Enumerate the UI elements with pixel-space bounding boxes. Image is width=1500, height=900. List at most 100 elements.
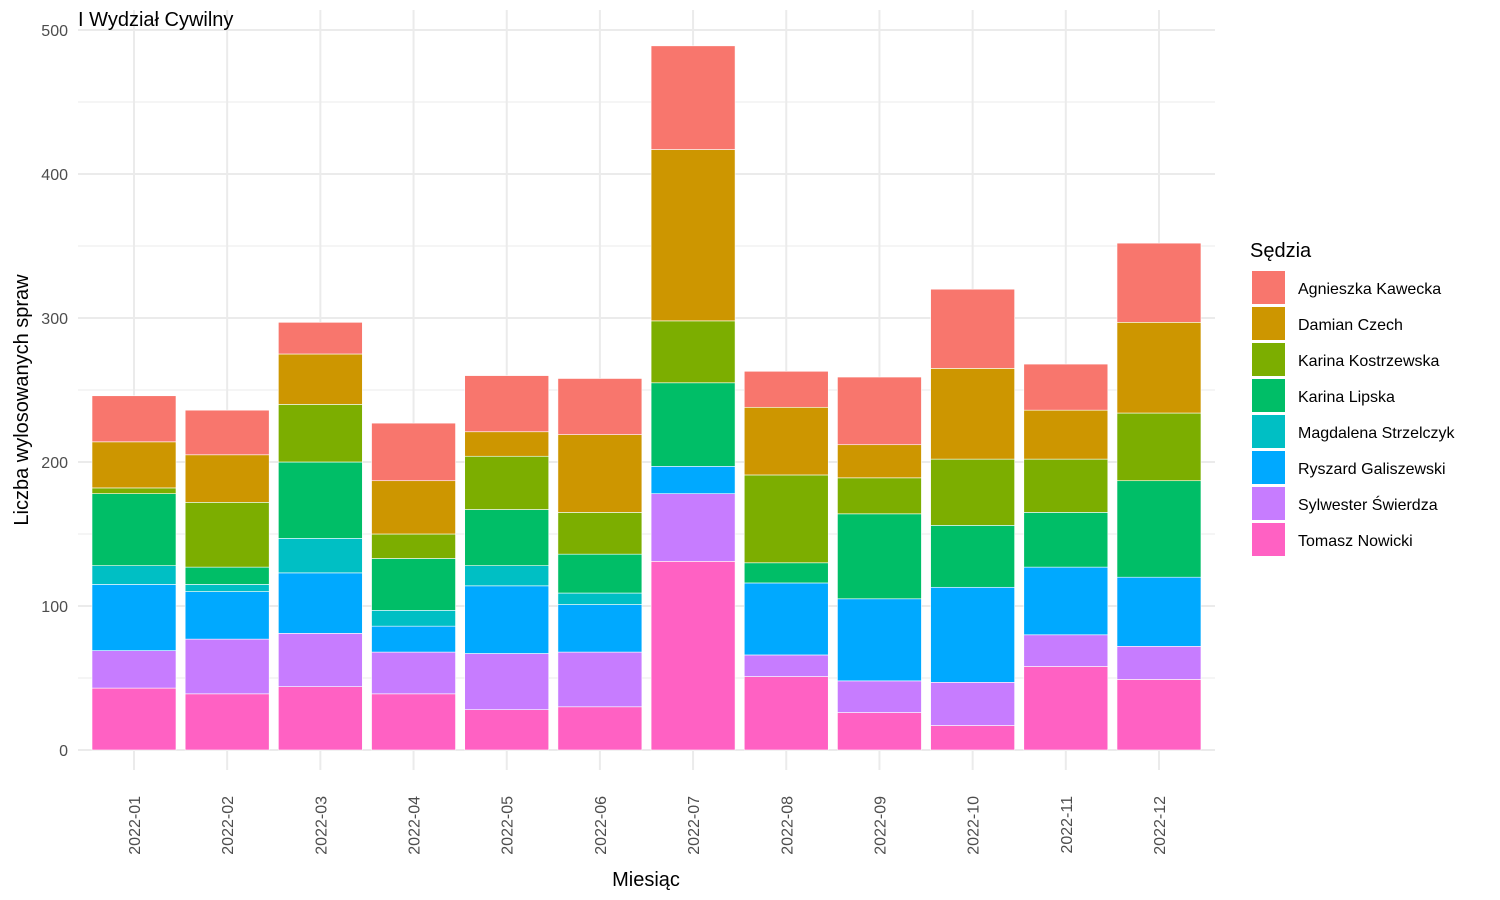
legend: Sędzia Agnieszka Kawecka Damian Czech Kari… <box>1250 240 1456 556</box>
bar-segment <box>371 422 456 482</box>
bar-segment <box>650 493 736 562</box>
bar-segment <box>278 572 363 634</box>
bar-segment <box>464 585 550 654</box>
bar-segment <box>557 592 643 605</box>
y-tick-label: 200 <box>41 455 68 472</box>
bar-segment <box>91 395 177 443</box>
legend-key <box>1252 451 1285 484</box>
bar-segment <box>184 591 270 640</box>
x-tick-label: 2022-06 <box>593 796 610 855</box>
bar-segment <box>1116 646 1202 680</box>
bar-segment <box>91 441 177 489</box>
bar-segment <box>743 562 829 584</box>
bar-segment <box>1116 242 1202 323</box>
legend-title: Sędzia <box>1250 240 1312 262</box>
bar-segment <box>650 320 736 384</box>
x-tick-label: 2022-10 <box>966 796 983 855</box>
chart-title: I Wydział Cywilny <box>78 9 233 31</box>
bar-segment <box>557 512 643 555</box>
bar-segment <box>930 682 1015 726</box>
legend-label: Karina Lipska <box>1298 389 1395 406</box>
x-tick-label: 2022-11 <box>1059 796 1076 854</box>
legend-key <box>1252 415 1285 448</box>
x-tick-label: 2022-05 <box>500 796 517 855</box>
bar-segment <box>1116 322 1202 414</box>
bar-segment <box>91 565 177 585</box>
legend-key <box>1252 271 1285 304</box>
bar-segment <box>930 586 1015 683</box>
x-tick-label: 2022-08 <box>779 796 796 855</box>
bar-segment <box>278 353 363 405</box>
bar-segment <box>278 633 363 687</box>
legend-label: Ryszard Galiszewski <box>1298 461 1446 478</box>
bar-segment <box>930 525 1015 588</box>
bar-segment <box>837 444 922 479</box>
bar-segment <box>1116 412 1202 482</box>
bar-segment <box>743 474 829 564</box>
bar-segment <box>184 502 270 568</box>
legend-label: Magdalena Strzelczyk <box>1298 425 1456 442</box>
legend-key <box>1252 343 1285 376</box>
bar-segment <box>371 610 456 627</box>
legend-key <box>1252 487 1285 520</box>
bar-segment <box>371 558 456 611</box>
bar-segment <box>837 712 922 751</box>
bar-segment <box>1023 458 1109 513</box>
legend-label: Tomasz Nowicki <box>1298 533 1413 550</box>
bar-segment <box>837 598 922 682</box>
bar-segment <box>464 509 550 566</box>
bar-segment <box>650 382 736 467</box>
bar-segment <box>371 533 456 559</box>
bar-segment <box>464 431 550 457</box>
bar-segment <box>557 434 643 513</box>
bar-segment <box>743 370 829 408</box>
y-tick-label: 100 <box>41 599 68 616</box>
bar-segment <box>184 584 270 592</box>
bar-segment <box>464 375 550 433</box>
bar-segment <box>1023 409 1109 460</box>
bar-segment <box>464 455 550 510</box>
bar-segment <box>930 458 1015 526</box>
bar-segment <box>1023 566 1109 636</box>
bar-segment <box>371 480 456 535</box>
bar-segment <box>743 582 829 656</box>
bar-segment <box>743 654 829 677</box>
y-tick-label: 0 <box>59 743 68 760</box>
bar-segment <box>1023 666 1109 751</box>
x-tick-label: 2022-01 <box>127 796 144 855</box>
legend-label: Agnieszka Kawecka <box>1298 281 1441 298</box>
bar-segment <box>650 466 736 494</box>
bar-segment <box>557 651 643 708</box>
bar-segment <box>930 368 1015 460</box>
bar-segment <box>184 566 270 585</box>
bar-segment <box>184 693 270 751</box>
bar-segment <box>557 553 643 594</box>
legend-label: Damian Czech <box>1298 317 1403 334</box>
bar-segment <box>1023 512 1109 568</box>
bar-segment <box>278 461 363 539</box>
y-tick-label: 400 <box>41 167 68 184</box>
bar-segment <box>91 650 177 689</box>
bar-segment <box>464 565 550 587</box>
bar-segment <box>837 513 922 600</box>
legend-key <box>1252 307 1285 340</box>
bar-segment <box>1116 679 1202 751</box>
bar-segment <box>184 638 270 695</box>
bar-segment <box>371 625 456 653</box>
bar-segment <box>743 676 829 751</box>
x-axis-title: Miesiąc <box>612 869 680 891</box>
legend-key <box>1252 523 1285 556</box>
bar-segment <box>91 487 177 494</box>
x-tick-label: 2022-02 <box>220 796 237 855</box>
y-tick-label: 500 <box>41 23 68 40</box>
bar-segment <box>930 725 1015 751</box>
bar-segment <box>91 584 177 651</box>
bar-segment <box>91 687 177 751</box>
bar-segment <box>650 149 736 322</box>
legend-label: Sylwester Świerdza <box>1298 495 1438 514</box>
bar-segment <box>930 288 1015 369</box>
x-tick-label: 2022-12 <box>1152 796 1169 855</box>
bar-segment <box>557 604 643 653</box>
y-axis: 0 100 200 300 400 500 <box>41 23 68 760</box>
